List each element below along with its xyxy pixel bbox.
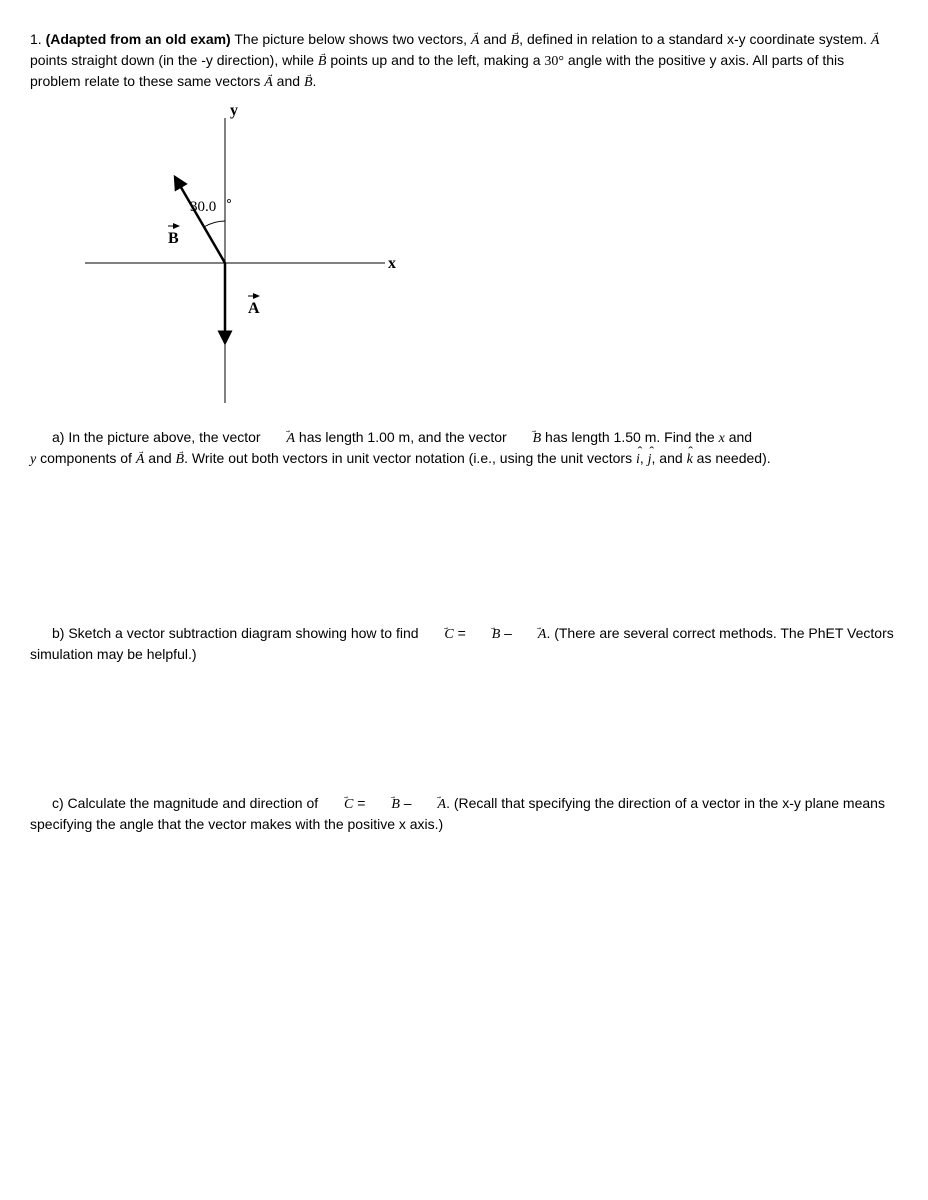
intro-text-2: and <box>479 31 510 47</box>
vec-C-2: C <box>322 796 353 815</box>
pb-eq2: – <box>500 625 516 641</box>
intro-text-7: and <box>273 73 304 89</box>
pa-t1: has length 1.00 m, and the vector <box>295 429 511 445</box>
vector-B-ref: B <box>511 32 520 51</box>
part-a-prefix: a) In the picture above, the vector <box>52 429 264 445</box>
unit-k: k <box>687 451 693 470</box>
vec-A-2: A <box>136 451 145 470</box>
part-a: a) In the picture above, the vector A ha… <box>30 428 898 470</box>
comma2: , and <box>652 450 687 466</box>
vec-C: C <box>422 626 453 645</box>
part-b: b) Sketch a vector subtraction diagram s… <box>30 624 898 664</box>
unit-i: i <box>636 451 640 470</box>
y-axis-label: y <box>230 102 238 119</box>
pa-t6: . Write out both vectors in unit vector … <box>184 450 636 466</box>
part-b-prefix: b) Sketch a vector subtraction diagram s… <box>52 625 422 641</box>
pa-t3: and <box>725 429 752 445</box>
pc-eq1: = <box>353 795 369 811</box>
pa-t4: components of <box>36 450 136 466</box>
vec-B-4: B <box>369 796 400 815</box>
vector-B-ref-2: B <box>318 53 327 72</box>
problem-title: (Adapted from an old exam) <box>46 31 231 47</box>
angle-text: 30° <box>544 54 564 69</box>
angle-value-label: 30.0 <box>190 199 216 215</box>
pb-eq1: = <box>454 625 470 641</box>
vector-A-label: A <box>248 300 260 317</box>
vec-A-3: A <box>516 626 547 645</box>
intro-text-5: points up and to the left, making a <box>326 52 544 68</box>
pa-t5: and <box>144 450 175 466</box>
intro-text-4: points straight down (in the -y directio… <box>30 52 318 68</box>
vec-A-4: A <box>416 796 447 815</box>
intro-text-3: , defined in relation to a standard x-y … <box>519 31 871 47</box>
vector-diagram: y x 30.0 A B <box>30 103 400 413</box>
intro-text-8: . <box>313 73 317 89</box>
vec-B-3: B <box>470 626 501 645</box>
vector-B-label: B <box>168 230 179 247</box>
pc-eq2: – <box>400 795 416 811</box>
part-c-prefix: c) Calculate the magnitude and direction… <box>52 795 322 811</box>
problem-number: 1. <box>30 31 42 47</box>
vec-A: A <box>264 430 295 449</box>
intro-text-1: The picture below shows two vectors, <box>231 31 471 47</box>
vec-B-2: B <box>176 451 185 470</box>
vector-A-ref: A <box>471 32 480 51</box>
unit-j: j <box>648 451 652 470</box>
vector-B-ref-3: B <box>304 74 313 93</box>
x-axis-label: x <box>388 255 396 272</box>
vec-B: B <box>511 430 542 449</box>
problem-intro: 1. (Adapted from an old exam) The pictur… <box>30 30 898 93</box>
part-c: c) Calculate the magnitude and direction… <box>30 794 898 834</box>
pa-t7: as needed). <box>693 450 771 466</box>
vector-A-ref-2: A <box>871 32 880 51</box>
pa-t2: has length 1.50 m. Find the <box>541 429 718 445</box>
vector-A-ref-3: A <box>264 74 273 93</box>
